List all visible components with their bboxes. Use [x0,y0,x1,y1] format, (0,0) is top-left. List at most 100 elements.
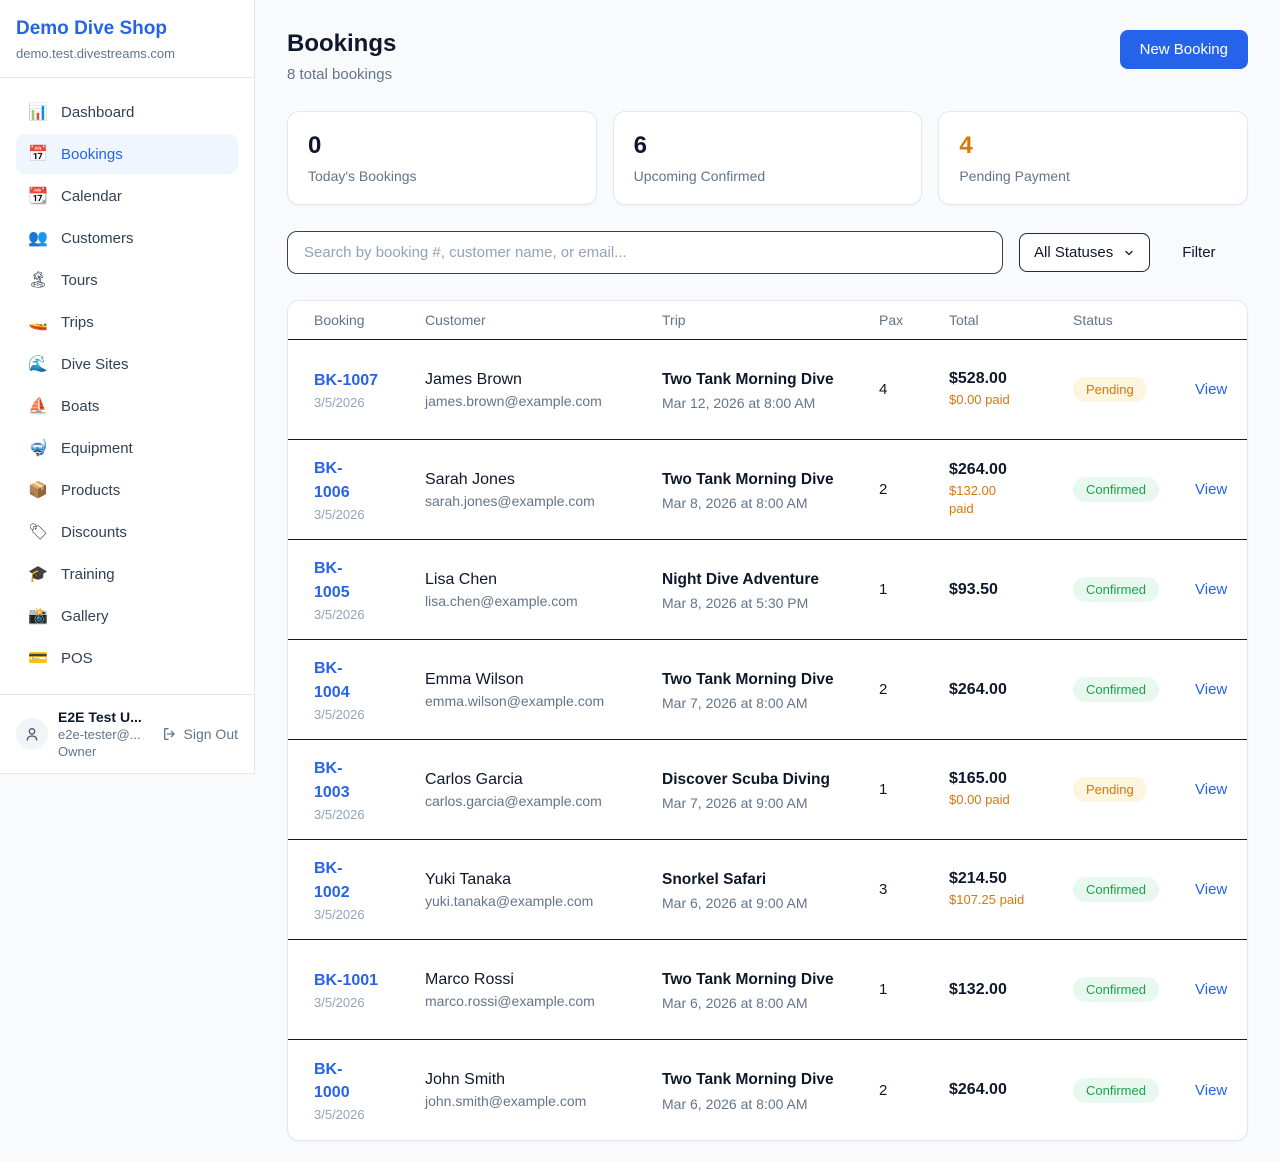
trip-name: Two Tank Morning Dive [662,370,834,388]
sidebar-item-label: Customers [61,229,134,247]
stat-value: 4 [959,132,973,159]
sign-out-icon [163,728,175,740]
stat-card-pending-payment: 4 Pending Payment [938,111,1249,205]
trip-cell: Two Tank Morning Dive Mar 12, 2026 at 8:0… [662,352,879,427]
actions-cell: View [1195,565,1247,614]
filter-button[interactable]: Filter [1182,244,1216,261]
total-cell: $93.50 [949,565,1073,615]
status-cell: Confirmed [1073,961,1195,1018]
customer-email: carlos.garcia@example.com [425,792,602,809]
total-amount: $264.00 [949,680,1007,698]
tours-icon: 🏝 [28,272,49,289]
view-link[interactable]: View [1195,781,1228,798]
total-amount: $214.50 [949,869,1007,887]
user-email: e2e-tester@... [58,727,141,742]
pax-value: 1 [879,781,888,798]
status-badge: Pending [1073,777,1147,802]
booking-cell: BK- 1000 3/5/2026 [288,1042,425,1138]
stats-row: 0 Today's Bookings 6 Upcoming Confirmed 4 Pen… [287,111,1249,205]
trip-name: Two Tank Morning Dive [662,470,834,488]
sidebar-item-pos[interactable]: 💳 POS [16,638,238,678]
trips-icon: 🚤 [28,314,48,331]
table-header-row: Booking Customer Trip Pax Total Status [288,301,1247,340]
booking-date: 3/5/2026 [314,706,365,722]
sidebar-item-trips[interactable]: 🚤 Trips [16,302,238,342]
customer-name: Marco Rossi [425,970,514,988]
paid-amount: $0.00 paid [949,791,1010,807]
booking-date: 3/5/2026 [314,506,365,522]
sidebar-item-dive-sites[interactable]: 🌊 Dive Sites [16,344,238,384]
booking-id-link[interactable]: BK- 1006 [314,460,350,501]
booking-id-link[interactable]: BK-1001 [314,971,379,989]
total-cell: $264.00 [949,1065,1073,1115]
status-cell: Confirmed [1073,561,1195,618]
trip-datetime: Mar 8, 2026 at 5:30 PM [662,595,809,612]
actions-cell: View [1195,465,1247,514]
view-link[interactable]: View [1195,981,1228,998]
status-badge: Confirmed [1073,477,1159,502]
customer-cell: James Brown james.brown@example.com [425,355,662,425]
actions-cell: View [1195,665,1247,714]
sidebar-item-discounts[interactable]: 🏷 Discounts [16,512,238,552]
status-badge: Confirmed [1073,577,1159,602]
paid-amount: $0.00 paid [949,391,1010,407]
booking-id-link[interactable]: BK- 1000 [314,1060,350,1101]
sidebar-item-label: Bookings [61,145,123,163]
sidebar-item-tours[interactable]: 🏝 Tours [16,260,238,300]
view-link[interactable]: View [1195,581,1228,598]
customer-cell: Yuki Tanaka yuki.tanaka@example.com [425,855,662,925]
table-row: BK- 1000 3/5/2026 John Smith john.smith@exam… [288,1040,1247,1140]
booking-cell: BK- 1003 3/5/2026 [288,741,425,837]
search-input[interactable] [287,231,1003,274]
sidebar-item-bookings[interactable]: 📅 Bookings [16,134,238,174]
pax-value: 2 [879,681,888,698]
sidebar-item-products[interactable]: 📦 Products [16,470,238,510]
sidebar-item-gallery[interactable]: 📸 Gallery [16,596,238,636]
booking-id-link[interactable]: BK- 1004 [314,660,350,701]
view-link[interactable]: View [1195,881,1228,898]
status-cell: Pending [1073,761,1195,818]
sidebar-item-boats[interactable]: ⛵ Boats [16,386,238,426]
page-header-text: Bookings 8 total bookings [287,30,396,83]
view-link[interactable]: View [1195,481,1228,498]
customer-name: John Smith [425,1071,506,1088]
table-row: BK- 1003 3/5/2026 Carlos Garcia carlos.garci… [288,740,1247,840]
sidebar-item-dashboard[interactable]: 📊 Dashboard [16,92,238,132]
booking-id-link[interactable]: BK- 1002 [314,860,350,901]
actions-cell: View [1195,365,1247,414]
trip-cell: Discover Scuba Diving Mar 7, 2026 at 9:00… [662,752,879,827]
trip-datetime: Mar 7, 2026 at 9:00 AM [662,795,808,812]
equipment-icon: 🤿 [28,440,48,457]
customer-name: Carlos Garcia [425,770,523,788]
pos-icon: 💳 [28,650,48,667]
new-booking-button[interactable]: New Booking [1119,30,1248,69]
status-select[interactable]: All Statuses [1019,233,1151,272]
booking-id-link[interactable]: BK- 1003 [314,760,350,801]
stat-card-upcoming-confirmed: 6 Upcoming Confirmed [612,111,923,205]
customer-name: Sarah Jones [425,470,515,488]
brand-domain: demo.test.divestreams.com [16,46,175,61]
pax-value: 1 [879,981,888,998]
user-box: E2E Test U... e2e-tester@... Owner Sign … [0,694,254,773]
paid-amount: $132.00 paid [949,482,996,516]
view-link[interactable]: View [1195,681,1228,698]
sidebar-item-equipment[interactable]: 🤿 Equipment [16,428,238,468]
actions-cell: View [1195,865,1247,914]
sidebar-item-calendar[interactable]: 📆 Calendar [16,176,238,216]
trip-name: Two Tank Morning Dive [662,670,834,688]
booking-id-link[interactable]: BK- 1005 [314,560,350,601]
dive-sites-icon: 🌊 [28,356,48,373]
pax-value: 3 [879,881,888,898]
booking-id-link[interactable]: BK-1007 [314,371,379,389]
sidebar-item-training[interactable]: 🎓 Training [16,554,238,594]
sidebar-item-customers[interactable]: 👥 Customers [16,218,238,258]
customer-email: marco.rossi@example.com [425,992,595,1009]
page-subtitle: 8 total bookings [287,66,393,83]
sign-out-button[interactable]: Sign Out [162,726,238,742]
status-cell: Pending [1073,361,1195,418]
customer-email: sarah.jones@example.com [425,492,595,509]
customer-cell: Lisa Chen lisa.chen@example.com [425,555,662,625]
status-badge: Confirmed [1073,1077,1159,1103]
view-link[interactable]: View [1195,1081,1228,1099]
view-link[interactable]: View [1195,381,1228,398]
